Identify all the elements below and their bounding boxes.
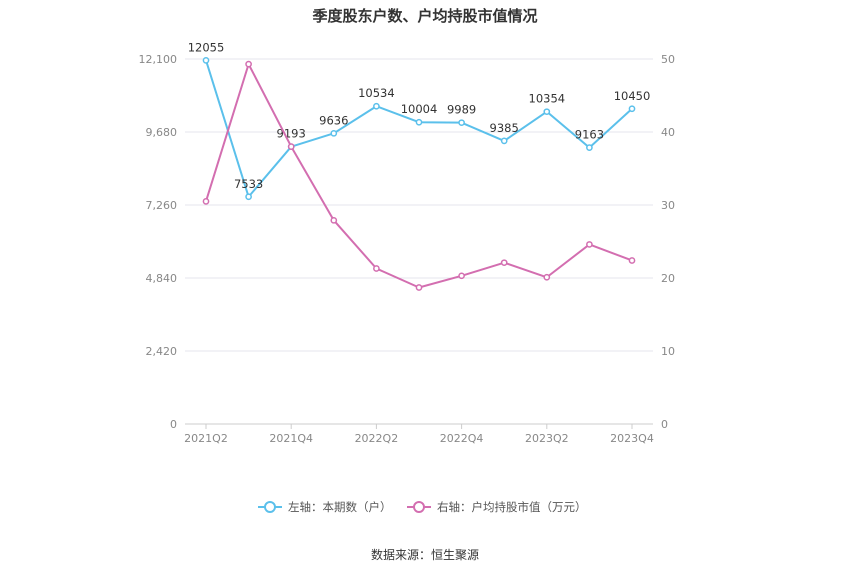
legend-item-avg-value: 右轴：户均持股市值（万元） (407, 500, 587, 514)
left-axis-tick-label: 9,680 (146, 126, 178, 139)
left-axis-tick-label: 4,840 (146, 272, 178, 285)
data-label: 9989 (447, 103, 476, 117)
data-point-holders (373, 102, 380, 110)
left-axis-tick-label: 12,100 (139, 53, 178, 66)
chart-title: 季度股东户数、户均持股市值情况 (312, 7, 538, 25)
data-label: 10004 (401, 102, 438, 116)
right-axis-tick-label: 10 (661, 345, 675, 358)
data-label: 7533 (234, 177, 263, 191)
legend-item-holders: 左轴：本期数（户） (258, 500, 392, 514)
x-axis-tick-label: 2022Q2 (355, 432, 399, 445)
data-label: 9193 (277, 127, 306, 141)
data-point-avg-value (415, 284, 423, 291)
data-label: 10354 (529, 92, 566, 106)
data-label: 9636 (319, 113, 348, 127)
data-point-avg-value (373, 265, 380, 272)
data-label: 9163 (575, 128, 604, 142)
x-axis-tick-label: 2023Q4 (610, 432, 654, 445)
data-point-avg-value (330, 216, 338, 224)
data-point-holders (202, 57, 210, 64)
data-label: 12055 (188, 40, 225, 54)
data-point-avg-value (543, 273, 551, 281)
data-point-avg-value (202, 198, 210, 205)
data-point-avg-value (287, 143, 295, 150)
data-point-avg-value (245, 60, 252, 68)
right-axis-tick-label: 30 (661, 199, 675, 212)
data-label: 10450 (614, 89, 651, 103)
data-point-holders (543, 108, 551, 116)
data-label: 9385 (490, 121, 519, 135)
legend-marker-icon (413, 501, 425, 513)
data-point-holders (245, 193, 252, 201)
x-axis-tick-label: 2022Q4 (440, 432, 484, 445)
legend-marker-icon (264, 501, 276, 513)
data-point-avg-value (586, 241, 593, 248)
data-point-avg-value (628, 257, 636, 264)
data-point-avg-value (500, 259, 508, 267)
left-axis-tick-label: 7,260 (146, 199, 178, 212)
left-axis-tick-label: 2,420 (146, 345, 178, 358)
x-axis-tick-label: 2021Q2 (184, 432, 228, 445)
data-point-holders (500, 137, 508, 145)
series-line-holders (205, 60, 633, 198)
left-axis-tick-label: 0 (170, 418, 177, 431)
legend-label: 右轴：户均持股市值（万元） (437, 500, 587, 514)
data-point-holders (415, 118, 423, 126)
series-line-avg-value (205, 63, 633, 289)
x-axis-tick-label: 2021Q4 (269, 432, 313, 445)
x-axis-tick-label: 2023Q2 (525, 432, 569, 445)
legend-label: 左轴：本期数（户） (288, 500, 392, 514)
data-point-holders (586, 144, 593, 151)
data-point-avg-value (458, 272, 465, 280)
right-axis-tick-label: 0 (661, 418, 668, 431)
data-label: 10534 (358, 86, 395, 100)
right-axis-tick-label: 40 (661, 126, 675, 139)
data-point-holders (330, 129, 338, 137)
right-axis-tick-label: 20 (661, 272, 675, 285)
right-axis-tick-label: 50 (661, 53, 675, 66)
data-point-holders (628, 105, 636, 113)
data-point-holders (458, 119, 465, 127)
data-source: 数据来源：恒生聚源 (370, 548, 479, 562)
